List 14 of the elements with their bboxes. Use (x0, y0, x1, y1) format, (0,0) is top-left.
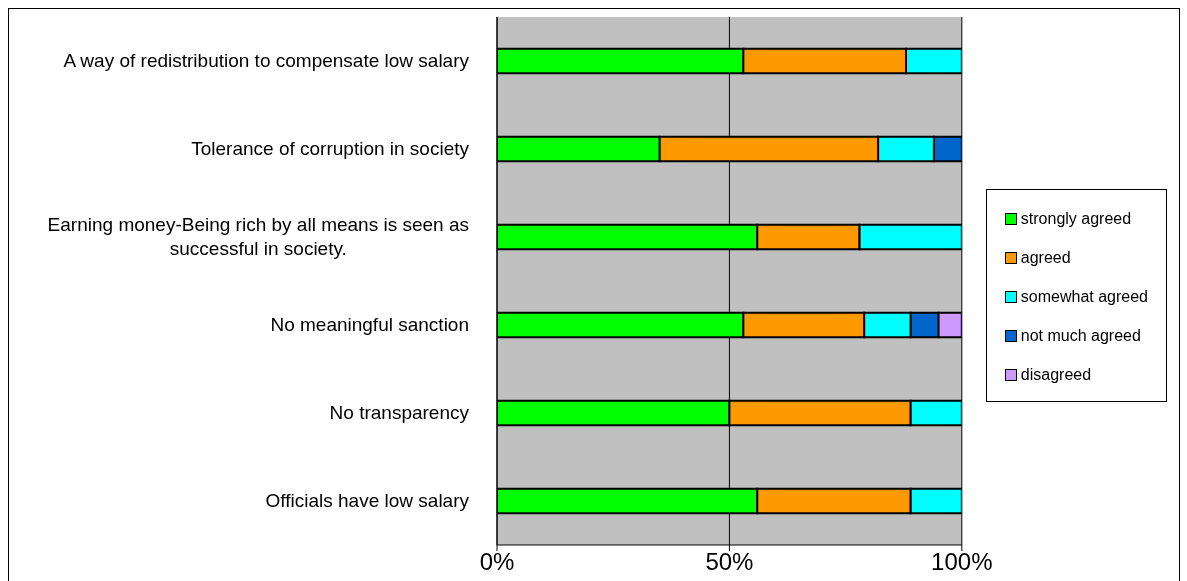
y-tick-label: Tolerance of corruption in society (191, 138, 470, 159)
legend-label: agreed (1020, 249, 1071, 267)
x-tick-label: 0% (479, 548, 515, 576)
legend-label: strongly agreed (1020, 210, 1132, 228)
y-tick-label: Officials have low salary (265, 490, 470, 511)
y-tick-label: Earning money-Being rich by all means is seen as successful in society. (47, 214, 470, 259)
legend-label: disagreed (1020, 366, 1092, 384)
x-tick-label: 100% (931, 548, 993, 576)
y-tick-label: No transparency (329, 402, 470, 423)
legend-label: not much agreed (1020, 327, 1141, 345)
y-tick-label: No meaningful sanction (270, 314, 469, 335)
legend-label: somewhat agreed (1020, 288, 1148, 306)
x-tick-label: 50% (705, 548, 754, 576)
y-tick-label: A way of redistribution to compensate low salary (63, 50, 470, 71)
